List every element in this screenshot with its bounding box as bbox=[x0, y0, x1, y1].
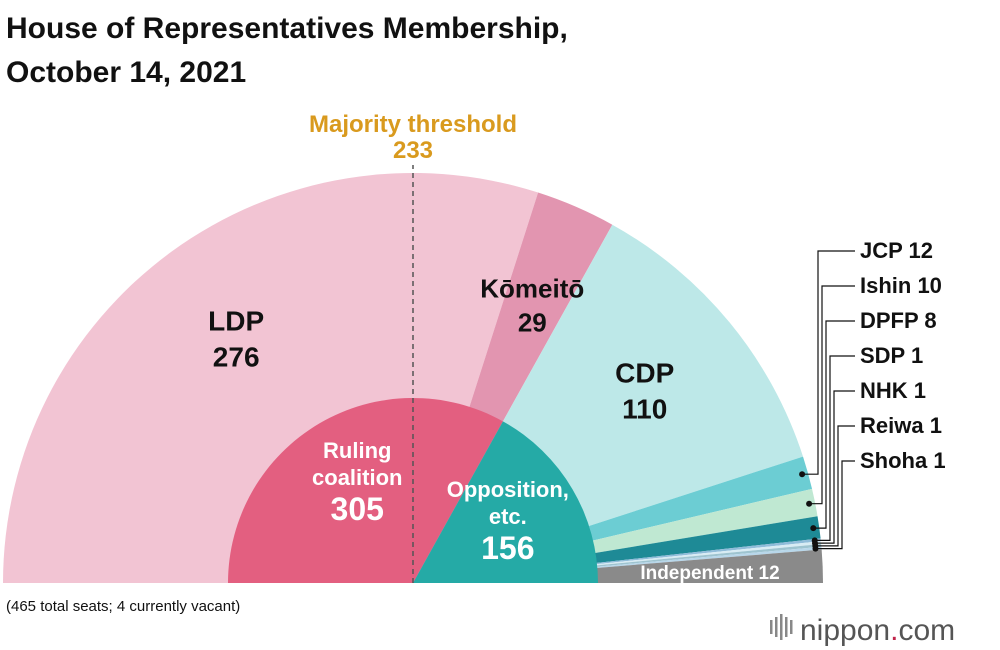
small-party-legend: JCP 12 Ishin 10 DPFP 8 SDP 1 NHK 1 Reiwa 1 Sho… bbox=[799, 238, 946, 552]
bloc-slice-ruling bbox=[227, 397, 503, 583]
threshold-label: Majority threshold bbox=[309, 111, 517, 138]
label-ldp-0: LDP bbox=[208, 306, 264, 337]
leader-nhk bbox=[815, 390, 855, 544]
legend-dpfp: DPFP 8 bbox=[860, 308, 937, 333]
bloc-label-opposition-2: 156 bbox=[481, 530, 534, 566]
nippon-logo: nippon.com bbox=[770, 614, 955, 647]
leader-reiwa bbox=[815, 425, 855, 547]
bloc-label-ruling-1: coalition bbox=[312, 465, 402, 490]
label-komeito-0: Kōmeitō bbox=[480, 274, 584, 304]
legend-sdp: SDP 1 bbox=[860, 343, 923, 368]
label-ldp-1: 276 bbox=[213, 342, 260, 373]
bloc-label-ruling-2: 305 bbox=[331, 491, 384, 527]
bloc-label-opposition-1: etc. bbox=[489, 504, 527, 529]
leader-dot-dpfp bbox=[810, 525, 817, 532]
logo-bars-icon bbox=[770, 614, 793, 640]
bloc-label-ruling-0: Ruling bbox=[323, 438, 391, 463]
legend-reiwa: Reiwa 1 bbox=[860, 413, 942, 438]
threshold-value: 233 bbox=[393, 137, 433, 164]
leader-dot-ishin bbox=[806, 500, 813, 507]
total-seats-note: (465 total seats; 4 currently vacant) bbox=[6, 598, 240, 615]
leader-shoha bbox=[815, 460, 855, 550]
legend-ishin: Ishin 10 bbox=[860, 273, 942, 298]
label-independent: Independent 12 bbox=[640, 563, 779, 584]
label-komeito-1: 29 bbox=[518, 308, 547, 338]
bloc-slice-opposition bbox=[413, 421, 598, 583]
label-cdp-1: 110 bbox=[622, 393, 667, 424]
legend-nhk: NHK 1 bbox=[860, 378, 926, 403]
chart-title-line-1: House of Representatives Membership, bbox=[6, 12, 568, 45]
leader-sdp bbox=[814, 355, 855, 542]
leader-dot-shoha bbox=[812, 545, 819, 552]
leader-dot-jcp bbox=[799, 471, 806, 478]
chart-title-line-2: October 14, 2021 bbox=[6, 56, 246, 89]
leader-jcp bbox=[802, 250, 855, 475]
legend-shoha: Shoha 1 bbox=[860, 448, 946, 473]
bloc-label-opposition-0: Opposition, bbox=[447, 477, 569, 502]
bloc-slices bbox=[227, 397, 598, 583]
brand-text: nippon.com bbox=[800, 614, 955, 647]
leader-ishin bbox=[809, 285, 855, 505]
legend-jcp: JCP 12 bbox=[860, 238, 933, 263]
label-cdp-0: CDP bbox=[615, 357, 674, 388]
leader-dpfp bbox=[813, 320, 855, 529]
